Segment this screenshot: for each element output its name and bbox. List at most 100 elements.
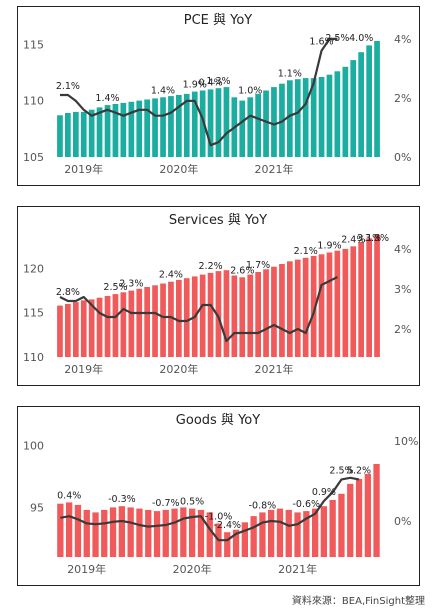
bar: [366, 45, 372, 157]
bar: [342, 66, 349, 157]
left-axis-tick: 105: [23, 151, 44, 164]
left-axis-tick: 95: [30, 501, 44, 514]
data-label: 2.6%: [230, 265, 254, 276]
bar: [263, 269, 269, 357]
data-label: 1.9%: [183, 80, 207, 91]
bar: [320, 506, 327, 557]
bar: [347, 483, 354, 557]
bar: [232, 529, 240, 557]
bar: [112, 104, 119, 157]
bar: [152, 285, 158, 357]
bar: [247, 274, 254, 357]
bar: [183, 93, 190, 157]
bar: [355, 478, 363, 557]
bar: [279, 264, 285, 357]
right-axis-tick: 4%: [394, 243, 411, 256]
bar: [318, 77, 325, 157]
bar: [294, 259, 301, 357]
bar: [312, 508, 319, 557]
bar: [326, 252, 333, 357]
x-axis-tick: 2020年: [159, 362, 198, 376]
bar: [268, 509, 275, 557]
bar: [250, 516, 257, 557]
right-axis-tick: 10%: [394, 435, 418, 448]
data-label: 2.1%: [56, 81, 80, 92]
data-label: 2.5%: [103, 282, 127, 293]
bar: [224, 532, 231, 557]
bar: [80, 300, 87, 357]
bar: [302, 78, 309, 157]
bar: [96, 297, 103, 357]
bar: [338, 493, 345, 557]
data-label: 1.0%: [238, 85, 262, 96]
data-label: -1.0%: [205, 512, 233, 523]
data-label: 0.9%: [312, 487, 336, 498]
bar: [160, 97, 166, 157]
bar: [176, 279, 182, 357]
data-source-note: 資料來源：BEA,FinSight整理: [291, 596, 425, 607]
bar: [223, 270, 230, 357]
goods-chart-panel: Goods 與 YoY 95 100 0% 10% 2019年 2020年 2021年 0.4%…: [17, 406, 420, 586]
bar: [223, 87, 230, 157]
bar: [197, 509, 205, 557]
bar: [231, 275, 238, 357]
bar: [374, 234, 380, 357]
bar: [57, 503, 64, 557]
bar: [358, 52, 364, 158]
bar: [112, 294, 119, 357]
bar: [171, 508, 178, 557]
data-label: 4.0%: [349, 33, 373, 44]
bar: [294, 512, 301, 557]
bar: [207, 272, 214, 357]
bar: [136, 100, 143, 157]
data-label: 2.1%: [294, 246, 318, 257]
bar: [127, 507, 134, 557]
services-chart: Services 與 YoY 110 115 120 2% 3% 4% 2019年 2020年 2…: [23, 213, 411, 376]
bar: [285, 509, 292, 557]
data-label: -0.6%: [293, 499, 321, 510]
bar: [136, 508, 143, 557]
right-axis-tick: 2%: [394, 92, 411, 105]
data-label: 1.1%: [278, 68, 302, 79]
bar: [109, 507, 117, 557]
bar: [145, 509, 152, 557]
yoy-line: [59, 276, 338, 343]
bar: [180, 507, 187, 557]
bar: [168, 281, 174, 357]
left-axis-tick: 100: [23, 439, 44, 452]
bar: [271, 266, 277, 357]
bar: [128, 290, 135, 357]
bar: [73, 302, 79, 357]
bar: [276, 508, 284, 557]
data-label: 1.3%: [206, 76, 230, 87]
bar: [247, 97, 254, 157]
right-axis-tick: 2%: [394, 323, 411, 336]
data-label: 0.5%: [180, 497, 204, 508]
data-label: -0.8%: [249, 500, 277, 511]
bar: [287, 261, 293, 357]
data-label: 2.8%: [56, 287, 80, 298]
bar: [373, 464, 380, 557]
x-axis-tick: 2021年: [278, 562, 317, 576]
data-label: -0.3%: [108, 494, 136, 505]
bar: [366, 238, 372, 357]
bar: [207, 89, 214, 157]
data-label: -2.4%: [214, 520, 242, 531]
bar: [57, 115, 63, 157]
bar: [326, 74, 333, 157]
data-label: 2.3%: [119, 279, 143, 290]
left-axis-tick: 110: [23, 351, 44, 364]
bar: [104, 295, 111, 357]
bar: [364, 473, 371, 557]
bar: [189, 508, 196, 557]
goods-chart: Goods 與 YoY 95 100 0% 10% 2019年 2020年 2021年 0.4%…: [23, 413, 418, 576]
bar: [199, 274, 206, 357]
bar: [287, 80, 293, 157]
right-axis-tick: 0%: [394, 515, 411, 528]
bar: [96, 107, 103, 157]
data-label: 1.7%: [246, 260, 270, 271]
bar: [144, 287, 150, 357]
bar: [88, 299, 95, 357]
x-axis-tick: 2019年: [64, 162, 103, 176]
bar: [136, 288, 143, 357]
